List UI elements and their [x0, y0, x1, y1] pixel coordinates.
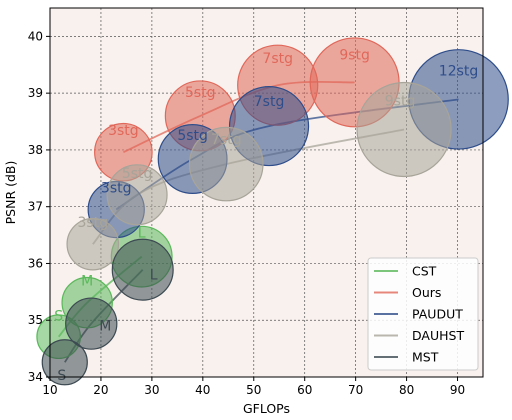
x-tick-label: 80	[399, 383, 414, 397]
point-label-dauhst-7stg: 7stg	[211, 132, 242, 148]
marker-dauhst-9stg	[356, 81, 452, 178]
y-tick-label: 34	[28, 370, 43, 384]
x-axis-label: GFLOPs	[243, 401, 290, 416]
point-label-paudut-12stg: 12stg	[439, 63, 478, 79]
point-label-ours-5stg: 5stg	[185, 85, 216, 101]
point-label-dauhst-3stg: 3stg	[78, 215, 109, 231]
point-label-ours-9stg: 9stg	[339, 47, 370, 63]
point-label-paudut-7stg: 7stg	[254, 94, 285, 110]
point-label-mst-s: S	[57, 368, 66, 384]
legend-label-mst: MST	[412, 350, 439, 365]
marker-mst-m	[65, 297, 118, 350]
x-tick-label: 70	[348, 383, 363, 397]
point-label-paudut-3stg: 3stg	[101, 181, 132, 197]
marker-dauhst-7stg	[188, 126, 264, 202]
point-label-dauhst-9stg: 9stg	[385, 93, 416, 109]
point-label-mst-l: L	[150, 268, 158, 284]
marker-dauhst-5stg	[106, 164, 168, 226]
legend-label-ours: Ours	[412, 285, 441, 300]
y-tick-label: 39	[28, 86, 43, 100]
point-label-cst-l: L	[138, 226, 146, 242]
marker-mst-s	[41, 339, 88, 386]
legend-box	[367, 257, 479, 371]
point-label-cst-s: S	[54, 309, 63, 325]
y-tick-label: 40	[28, 29, 43, 43]
point-label-cst-m: M	[81, 274, 93, 290]
point-label-dauhst-5stg: 5stg	[122, 166, 153, 182]
x-tick-label: 30	[144, 383, 159, 397]
plot-frame	[49, 7, 484, 378]
marker-dauhst-3stg	[66, 217, 120, 271]
y-tick-label: 35	[28, 313, 43, 327]
y-tick-label: 38	[28, 143, 43, 157]
y-axis-label: PSNR (dB)	[3, 161, 18, 225]
x-tick-label: 90	[450, 383, 465, 397]
legend-label-dauhst: DAUHST	[412, 328, 464, 343]
x-tick-label: 60	[297, 383, 312, 397]
legend-label-paudut: PAUDUT	[412, 307, 463, 322]
point-label-paudut-5stg: 5stg	[177, 128, 208, 144]
legend-label-cst: CST	[412, 264, 437, 279]
x-tick-label: 10	[42, 383, 57, 397]
y-tick-label: 37	[28, 200, 43, 214]
x-tick-label: 20	[93, 383, 108, 397]
point-label-mst-m: M	[99, 319, 111, 335]
x-tick-label: 40	[195, 383, 210, 397]
point-label-ours-7stg: 7stg	[262, 51, 293, 67]
x-tick-label: 50	[246, 383, 261, 397]
y-tick-label: 36	[28, 256, 43, 270]
marker-mst-l	[111, 238, 174, 301]
point-label-ours-3stg: 3stg	[108, 123, 139, 139]
